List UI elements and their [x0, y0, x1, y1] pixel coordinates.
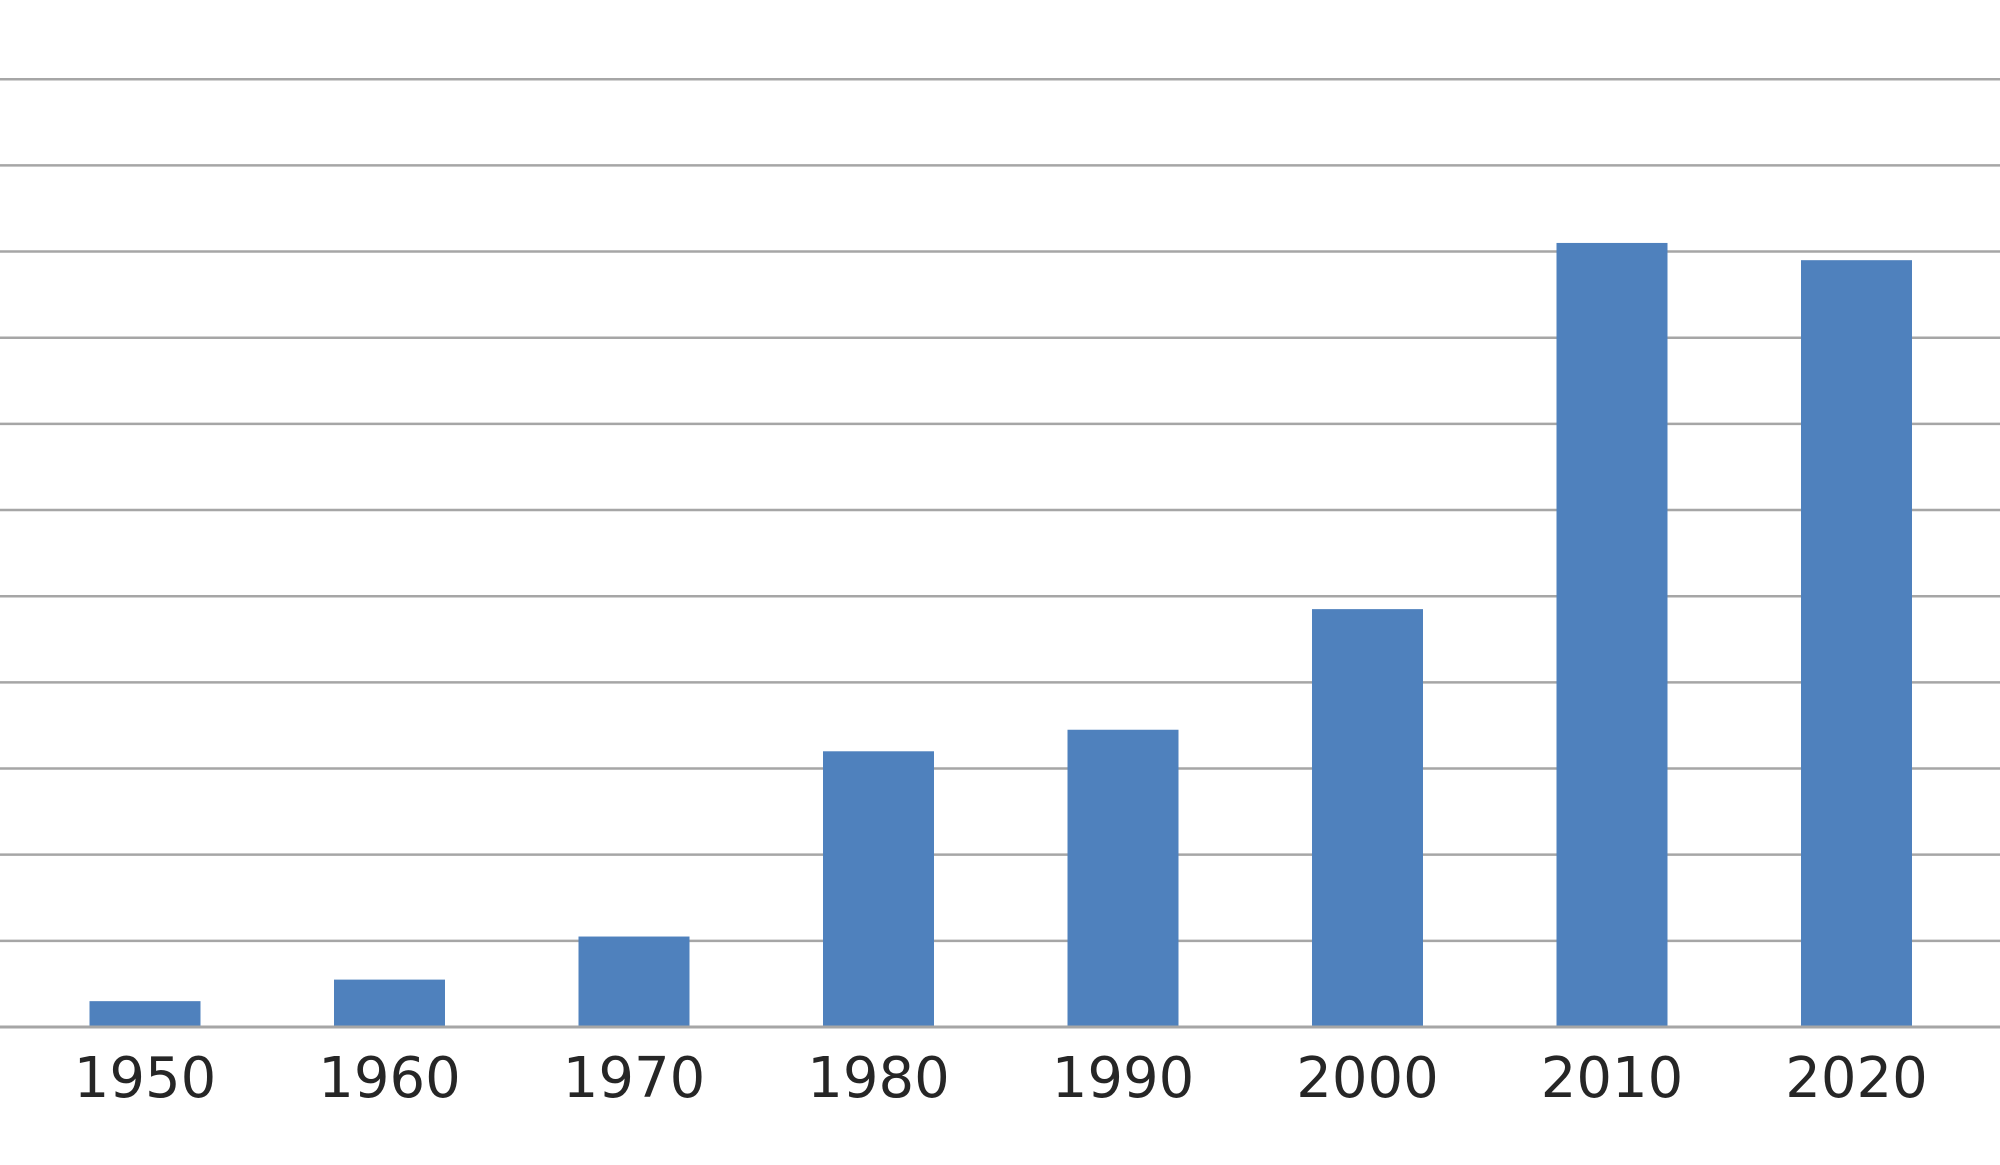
bar-1950 [89, 1001, 201, 1027]
x-tick-label-2020: 2020 [1785, 1046, 1928, 1111]
x-tick-label-1950: 1950 [74, 1046, 217, 1111]
x-tick-label-2000: 2000 [1296, 1046, 1439, 1111]
x-tick-label-1960: 1960 [318, 1046, 461, 1111]
x-tick-label-1980: 1980 [807, 1046, 950, 1111]
x-tick-label-1970: 1970 [563, 1046, 706, 1111]
x-tick-label-1990: 1990 [1052, 1046, 1195, 1111]
bar-2020 [1801, 260, 1912, 1027]
bar-1980 [823, 751, 934, 1027]
gridlines [0, 77, 2000, 943]
bar-2010 [1556, 242, 1668, 1028]
bars [89, 242, 1912, 1028]
x-tick-label-2010: 2010 [1541, 1046, 1684, 1111]
bar-2000 [1312, 609, 1423, 1027]
bar-1990 [1067, 729, 1179, 1027]
bar-1960 [334, 979, 445, 1027]
bar-1970 [578, 936, 690, 1027]
x-tick-labels: 1950 1960 1970 1980 1990 2000 2010 2020 [74, 1046, 1928, 1111]
